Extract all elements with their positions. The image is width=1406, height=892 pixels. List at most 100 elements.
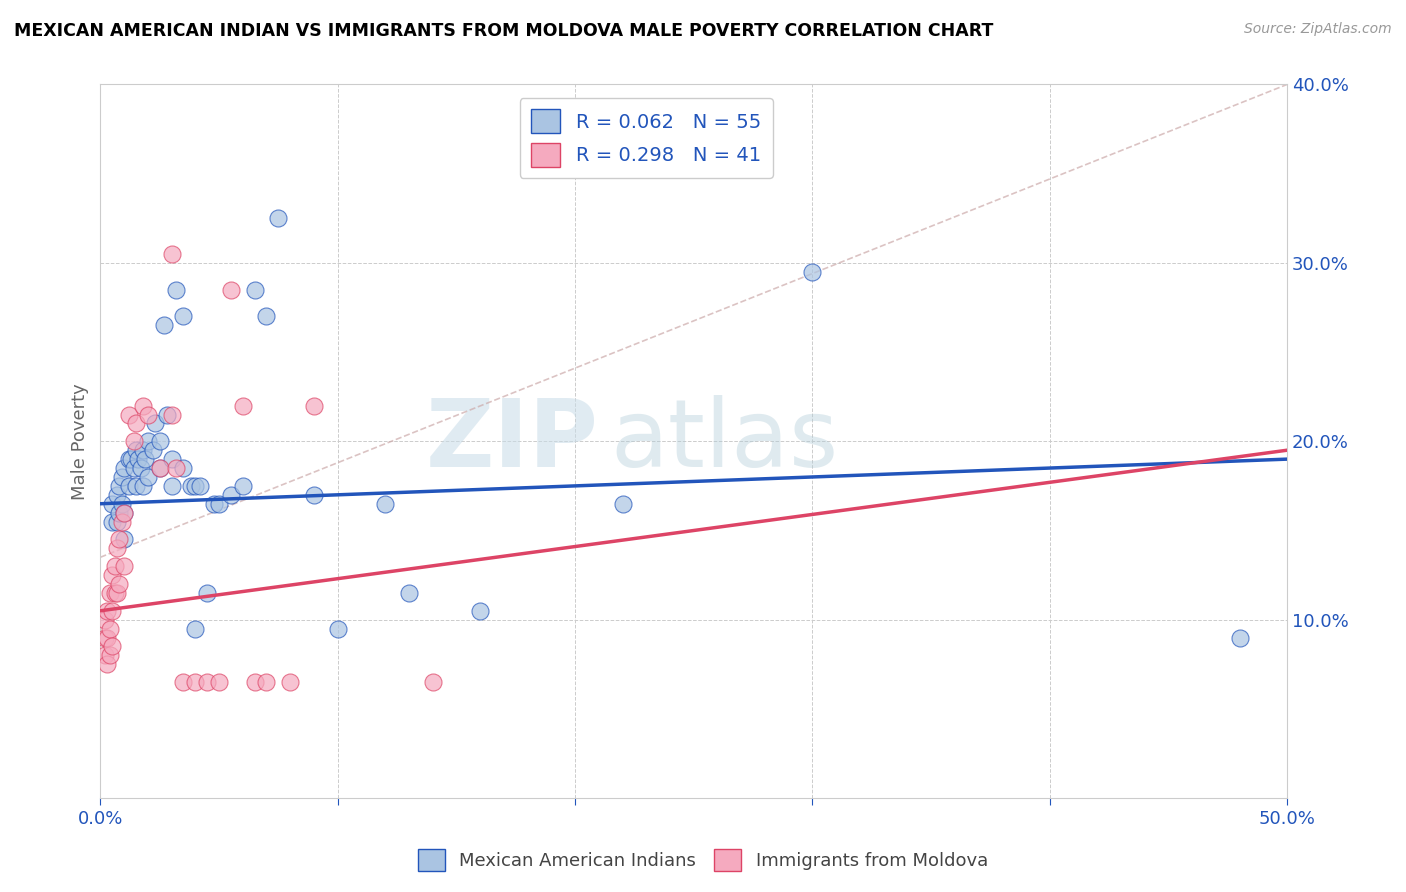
Point xyxy=(101,515,124,529)
Point xyxy=(127,452,149,467)
Y-axis label: Male Poverty: Male Poverty xyxy=(72,383,89,500)
Point xyxy=(219,283,242,297)
Text: atlas: atlas xyxy=(610,395,839,487)
Point xyxy=(98,586,121,600)
Legend: R = 0.062   N = 55, R = 0.298   N = 41: R = 0.062 N = 55, R = 0.298 N = 41 xyxy=(520,98,773,178)
Point xyxy=(267,211,290,226)
Point xyxy=(278,675,301,690)
Point xyxy=(136,408,159,422)
Point xyxy=(422,675,444,690)
Point xyxy=(232,399,254,413)
Point xyxy=(302,488,325,502)
Point xyxy=(136,434,159,449)
Point xyxy=(132,399,155,413)
Point xyxy=(184,675,207,690)
Point xyxy=(104,586,127,600)
Point xyxy=(122,461,145,475)
Point xyxy=(112,533,135,547)
Point xyxy=(202,497,225,511)
Point xyxy=(160,247,183,261)
Point xyxy=(374,497,396,511)
Point xyxy=(243,675,266,690)
Point xyxy=(153,318,176,333)
Point xyxy=(105,586,128,600)
Point xyxy=(132,479,155,493)
Point xyxy=(96,604,118,618)
Point xyxy=(195,675,218,690)
Point xyxy=(172,310,194,324)
Text: Source: ZipAtlas.com: Source: ZipAtlas.com xyxy=(1244,22,1392,37)
Text: ZIP: ZIP xyxy=(426,395,599,487)
Point xyxy=(122,434,145,449)
Point xyxy=(243,283,266,297)
Point xyxy=(112,461,135,475)
Point xyxy=(232,479,254,493)
Point xyxy=(94,613,117,627)
Point xyxy=(142,443,165,458)
Point xyxy=(111,497,134,511)
Point xyxy=(101,497,124,511)
Point xyxy=(111,470,134,484)
Point xyxy=(108,577,131,591)
Point xyxy=(172,675,194,690)
Point xyxy=(105,541,128,556)
Point xyxy=(105,488,128,502)
Point xyxy=(98,622,121,636)
Point xyxy=(149,434,172,449)
Point xyxy=(256,310,278,324)
Point xyxy=(132,443,155,458)
Point xyxy=(208,497,231,511)
Point xyxy=(612,497,634,511)
Point xyxy=(160,479,183,493)
Legend: Mexican American Indians, Immigrants from Moldova: Mexican American Indians, Immigrants fro… xyxy=(411,842,995,879)
Point xyxy=(188,479,211,493)
Point xyxy=(108,533,131,547)
Point xyxy=(104,559,127,574)
Point xyxy=(118,479,141,493)
Point xyxy=(105,515,128,529)
Point xyxy=(129,461,152,475)
Point xyxy=(195,586,218,600)
Point xyxy=(118,452,141,467)
Point xyxy=(172,461,194,475)
Point xyxy=(184,479,207,493)
Point xyxy=(98,648,121,663)
Point xyxy=(326,622,349,636)
Text: MEXICAN AMERICAN INDIAN VS IMMIGRANTS FROM MOLDOVA MALE POVERTY CORRELATION CHAR: MEXICAN AMERICAN INDIAN VS IMMIGRANTS FR… xyxy=(14,22,994,40)
Point xyxy=(165,461,187,475)
Point xyxy=(134,452,156,467)
Point xyxy=(180,479,202,493)
Point xyxy=(96,631,118,645)
Point xyxy=(143,417,166,431)
Point xyxy=(160,408,183,422)
Point xyxy=(302,399,325,413)
Point xyxy=(149,461,172,475)
Point xyxy=(184,622,207,636)
Point xyxy=(94,631,117,645)
Point xyxy=(96,657,118,672)
Point xyxy=(125,443,148,458)
Point xyxy=(256,675,278,690)
Point xyxy=(160,452,183,467)
Point xyxy=(112,506,135,520)
Point xyxy=(101,568,124,582)
Point xyxy=(219,488,242,502)
Point xyxy=(112,506,135,520)
Point xyxy=(108,479,131,493)
Point xyxy=(125,479,148,493)
Point xyxy=(208,675,231,690)
Point xyxy=(111,515,134,529)
Point xyxy=(112,559,135,574)
Point xyxy=(120,452,142,467)
Point xyxy=(468,604,491,618)
Point xyxy=(118,408,141,422)
Point xyxy=(108,506,131,520)
Point xyxy=(94,648,117,663)
Point xyxy=(165,283,187,297)
Point xyxy=(398,586,420,600)
Point xyxy=(101,604,124,618)
Point xyxy=(156,408,179,422)
Point xyxy=(125,417,148,431)
Point xyxy=(101,640,124,654)
Point xyxy=(136,470,159,484)
